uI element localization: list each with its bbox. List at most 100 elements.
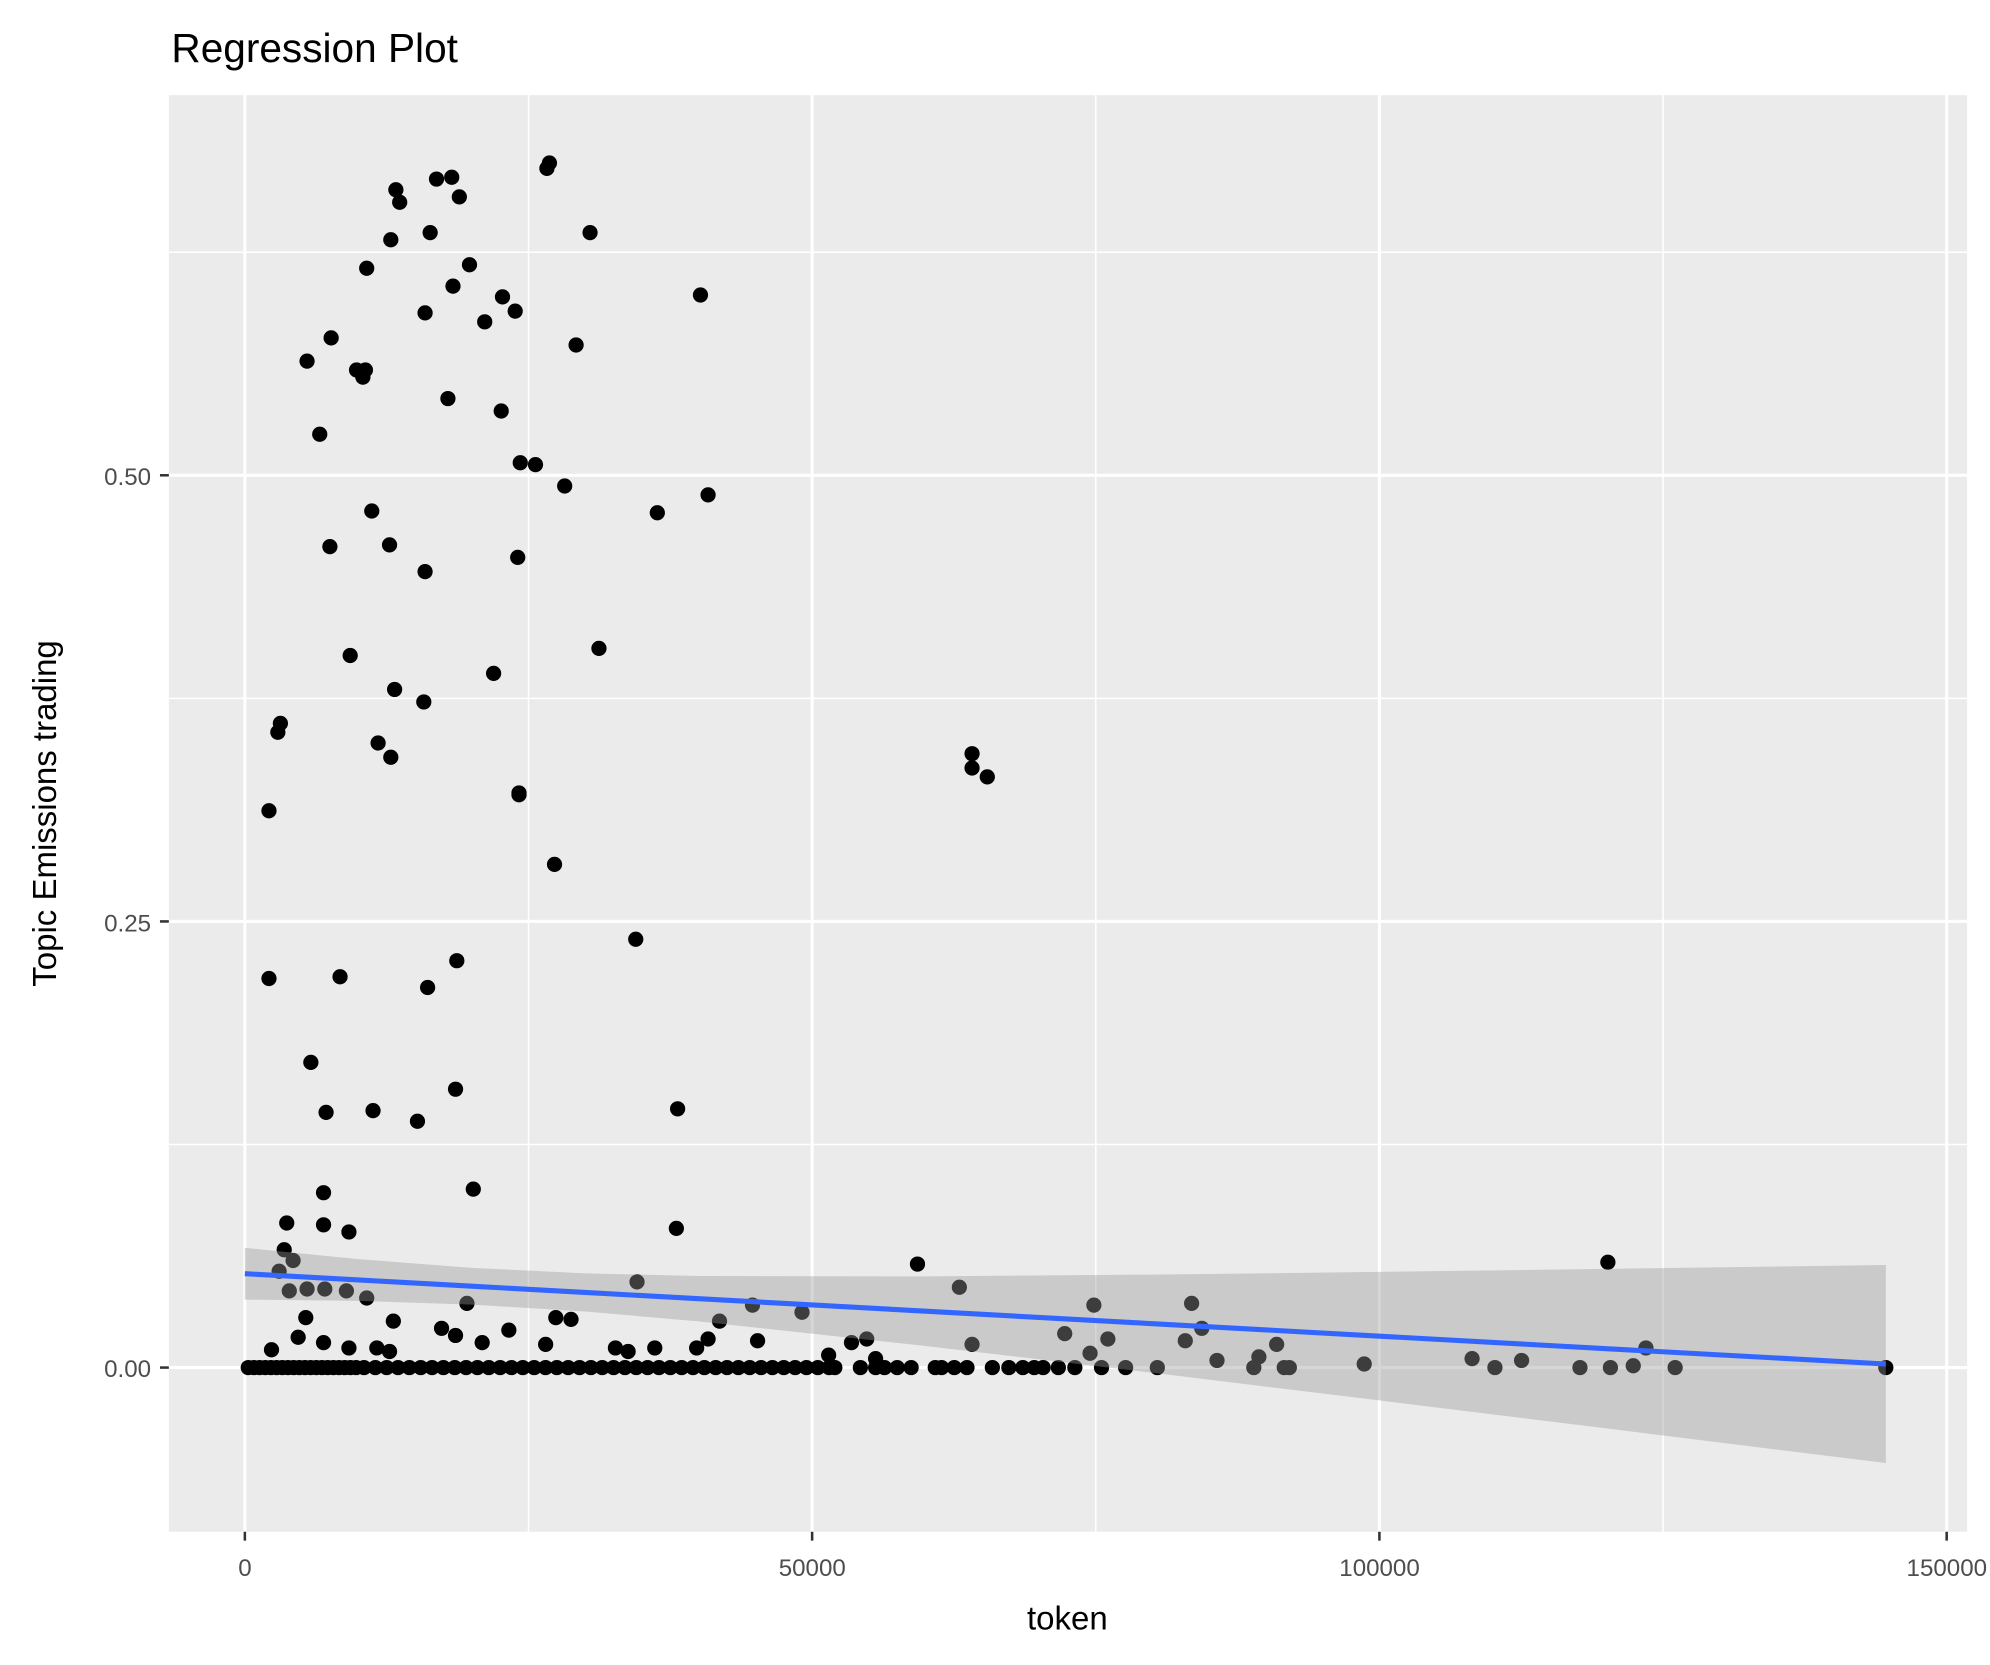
data-point [364,503,380,519]
data-point [984,1359,1000,1376]
data-point [560,1359,576,1376]
data-point [867,1351,884,1367]
y-tick-label: 0.25 [104,910,151,937]
data-point [764,1359,781,1376]
data-point [359,1290,375,1306]
data-point [444,169,460,185]
data-point [417,564,433,580]
data-point [903,1359,919,1376]
data-point [662,1359,678,1376]
data-point [1118,1359,1134,1376]
data-point [379,1359,395,1376]
data-point [435,1359,452,1376]
data-point [369,1340,385,1356]
data-point [485,665,502,681]
data-point [385,1313,401,1329]
plot-panel [168,95,1968,1532]
data-point [367,1359,383,1376]
data-point [477,314,493,330]
data-point [359,260,375,276]
data-point [332,969,348,985]
data-point [889,1359,905,1376]
data-point [651,1359,667,1376]
data-point [628,931,644,947]
data-point [447,1359,463,1376]
data-point [537,1359,554,1376]
x-tick-label: 0 [238,1555,251,1582]
data-point [933,1359,950,1376]
data-point [583,1359,599,1376]
data-points [240,155,1894,1376]
x-tick-label: 150000 [1907,1555,1987,1582]
data-point [317,1281,333,1297]
data-point [629,1274,645,1290]
y-axis-title: Topic Emissions trading [26,640,63,986]
data-point [692,287,709,303]
data-point [700,1331,716,1347]
data-point [594,1359,610,1376]
data-point [515,1359,531,1376]
data-point [459,1295,475,1311]
data-point [493,403,509,419]
data-point [299,353,315,369]
data-point [1464,1351,1480,1367]
data-point [312,426,328,442]
data-point [1356,1356,1372,1372]
data-point [303,1054,319,1071]
data-point [417,305,433,321]
data-point [640,1359,656,1376]
data-point [1093,1359,1110,1376]
data-point [341,1224,357,1240]
data-point [605,1359,622,1376]
data-point [501,1322,517,1338]
data-point [607,1340,624,1356]
data-point [386,681,403,698]
data-point [413,1359,429,1376]
data-point [381,1343,398,1360]
data-point [416,694,432,710]
data-point [749,1333,766,1349]
data-point [1487,1359,1503,1376]
data-point [539,160,555,176]
data-point [526,1359,542,1376]
data-point [1057,1326,1073,1342]
data-point [1100,1331,1116,1347]
data-point [290,1329,306,1345]
data-point [568,337,584,353]
data-point [433,1320,450,1336]
data-point [964,760,980,776]
data-point [959,1359,975,1376]
data-point [261,970,277,987]
data-point [964,746,980,762]
data-point [481,1359,497,1376]
data-point [810,1359,826,1376]
data-point [390,1359,406,1376]
data-point [507,303,523,319]
data-point [557,478,573,494]
data-point [315,1185,332,1201]
data-point [821,1347,837,1363]
data-point [647,1340,663,1356]
x-tick-label: 100000 [1339,1555,1419,1582]
data-point [742,1359,758,1376]
data-point [1600,1254,1616,1270]
data-point [1572,1359,1588,1376]
data-point [409,1113,426,1129]
data-point [270,724,286,740]
data-point [776,1359,792,1376]
data-point [617,1359,633,1376]
data-point [708,1359,724,1376]
data-point [355,369,371,385]
data-point [1015,1359,1031,1376]
data-point [342,647,358,664]
data-point [383,749,399,765]
data-point [1001,1359,1017,1376]
data-point [909,1256,926,1272]
data-point [730,1359,747,1376]
data-point [276,1242,292,1258]
data-point [979,769,995,785]
data-point [422,224,438,241]
data-point [428,171,445,187]
data-point [753,1359,769,1376]
data-point [787,1359,803,1376]
